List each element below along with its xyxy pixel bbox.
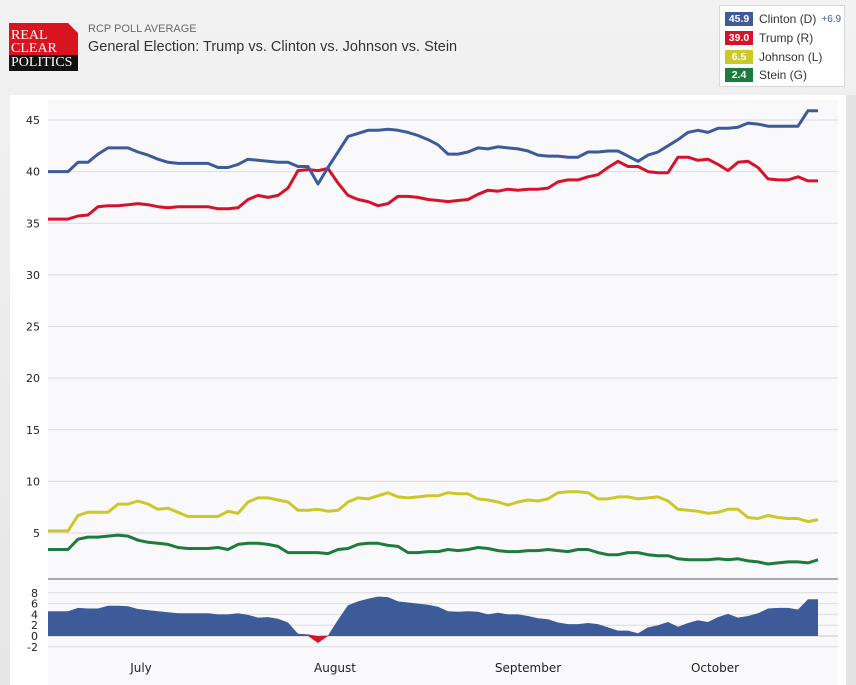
legend-value-trump: 39.0 — [725, 31, 753, 45]
legend-item-johnson[interactable]: 6.5 Johnson (L) — [725, 49, 822, 65]
y-tick-label: 15 — [26, 424, 40, 437]
main-y-tick-labels: 5 10 15 20 25 30 35 40 45 — [26, 114, 40, 540]
legend-label-clinton: Clinton (D) — [759, 12, 817, 26]
logo-line-real: REAL — [11, 28, 48, 43]
x-month-label-october: October — [691, 661, 739, 675]
legend-value-stein: 2.4 — [725, 68, 753, 82]
series-line-trump[interactable] — [48, 155, 818, 221]
series-line-clinton[interactable] — [48, 109, 818, 186]
spread-y-tick-label: 6 — [31, 598, 38, 611]
legend-item-stein[interactable]: 2.4 Stein (G) — [725, 67, 807, 83]
spread-area — [48, 596, 818, 643]
x-month-label-august: August — [314, 661, 356, 675]
legend-value-johnson: 6.5 — [725, 50, 753, 64]
spread-y-tick-label: -2 — [27, 641, 38, 654]
legend-value-clinton: 45.9 — [725, 12, 753, 26]
y-tick-label: 30 — [26, 269, 40, 282]
y-tick-label: 45 — [26, 114, 40, 127]
y-tick-label: 5 — [33, 527, 40, 540]
main-series-lines — [48, 109, 819, 566]
x-month-labels: July August September October — [129, 661, 739, 675]
y-tick-label: 20 — [26, 372, 40, 385]
legend-item-trump[interactable]: 39.0 Trump (R) — [725, 30, 813, 46]
legend-label-trump: Trump (R) — [759, 31, 814, 45]
spread-y-tick-label: 2 — [31, 619, 38, 632]
spread-y-tick-label: 0 — [31, 630, 38, 643]
spread-y-tick-label: 8 — [31, 587, 38, 600]
y-tick-label: 25 — [26, 321, 40, 334]
legend: 45.9 Clinton (D) +6.9 39.0 Trump (R) 6.5… — [719, 5, 845, 87]
right-gutter — [846, 95, 856, 685]
legend-lead-clinton: +6.9 — [821, 13, 842, 25]
logo-line-clear: CLEAR — [11, 41, 57, 56]
y-tick-label: 40 — [26, 166, 40, 179]
chart-title: General Election: Trump vs. Clinton vs. … — [88, 39, 458, 55]
plot-background — [48, 100, 838, 685]
series-line-johnson[interactable] — [48, 490, 819, 533]
poll-kicker: RCP POLL AVERAGE — [88, 23, 197, 35]
legend-label-johnson: Johnson (L) — [759, 50, 823, 64]
y-tick-label: 10 — [26, 475, 40, 488]
series-line-stein[interactable] — [48, 533, 819, 566]
main-gridlines — [48, 119, 838, 534]
y-tick-label: 35 — [26, 217, 40, 230]
logo-line-politics: POLITICS — [9, 55, 78, 71]
logo-corner-fold — [68, 23, 78, 33]
spread-area-positive — [48, 596, 818, 636]
legend-label-stein: Stein (G) — [759, 68, 808, 82]
x-month-label-july: July — [129, 661, 152, 675]
x-month-label-september: September — [495, 661, 561, 675]
header: REAL CLEAR POLITICS RCP POLL AVERAGE Gen… — [0, 0, 856, 92]
spread-y-tick-label: 4 — [31, 608, 38, 621]
legend-item-clinton[interactable]: 45.9 Clinton (D) +6.9 — [725, 11, 841, 27]
rcp-logo[interactable]: REAL CLEAR POLITICS — [9, 23, 78, 71]
